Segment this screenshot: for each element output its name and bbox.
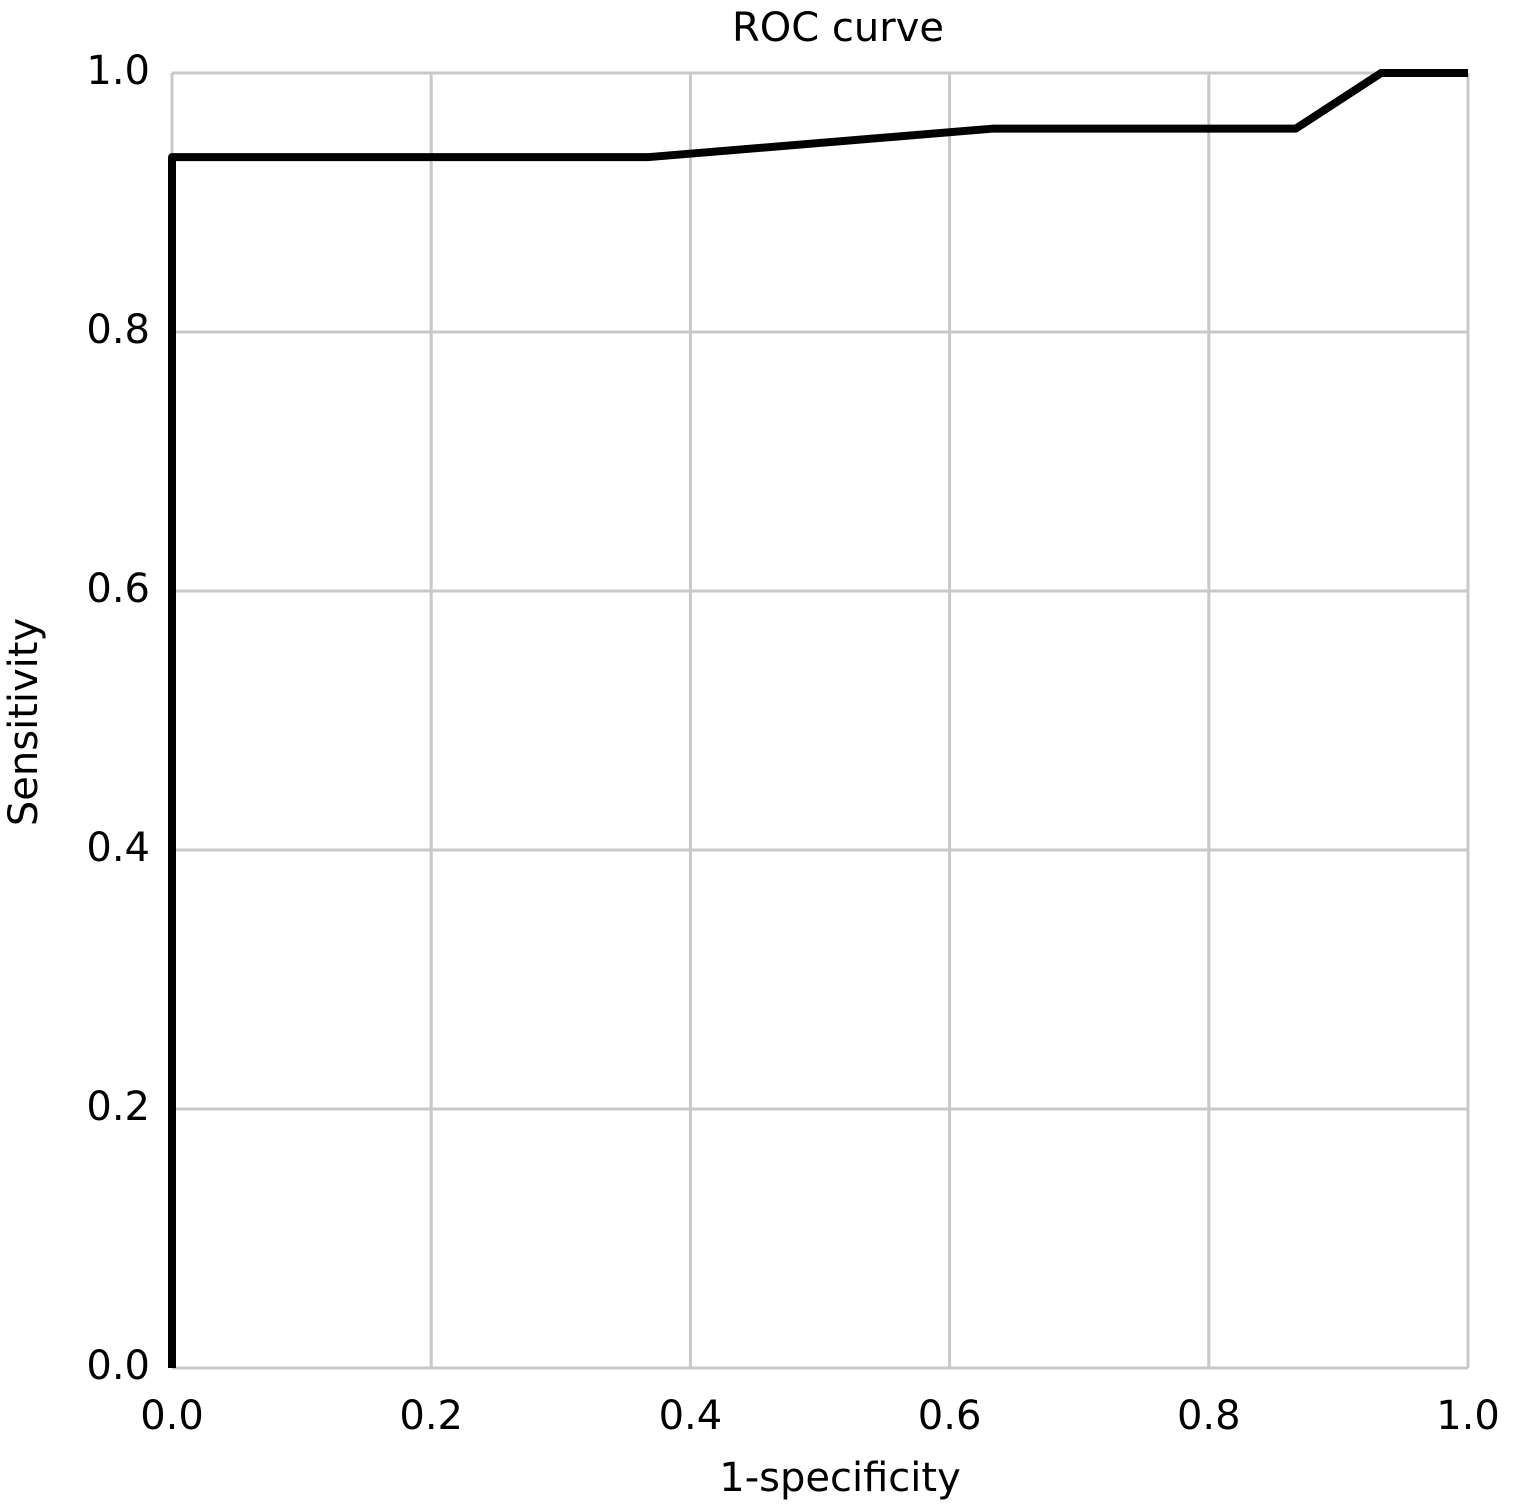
x-tick-label: 0.2: [399, 1393, 463, 1439]
x-tick-label: 0.4: [659, 1393, 723, 1439]
y-tick-label: 0.0: [86, 1343, 150, 1389]
y-tick-label: 0.6: [86, 566, 150, 612]
y-axis-label: Sensitivity: [1, 618, 47, 826]
roc-line: [168, 69, 1468, 1368]
chart-title: ROC curve: [732, 5, 944, 51]
x-tick-label: 0.8: [1177, 1393, 1241, 1439]
x-axis-label: 1-specificity: [719, 1455, 960, 1501]
x-tick-label: 0.6: [918, 1393, 982, 1439]
y-tick-label: 0.8: [86, 307, 150, 353]
y-tick-label: 1.0: [86, 48, 150, 94]
y-tick-label: 0.4: [86, 825, 150, 871]
y-tick-label: 0.2: [86, 1084, 150, 1130]
x-tick-label: 1.0: [1436, 1393, 1500, 1439]
x-tick-label: 0.0: [140, 1393, 204, 1439]
